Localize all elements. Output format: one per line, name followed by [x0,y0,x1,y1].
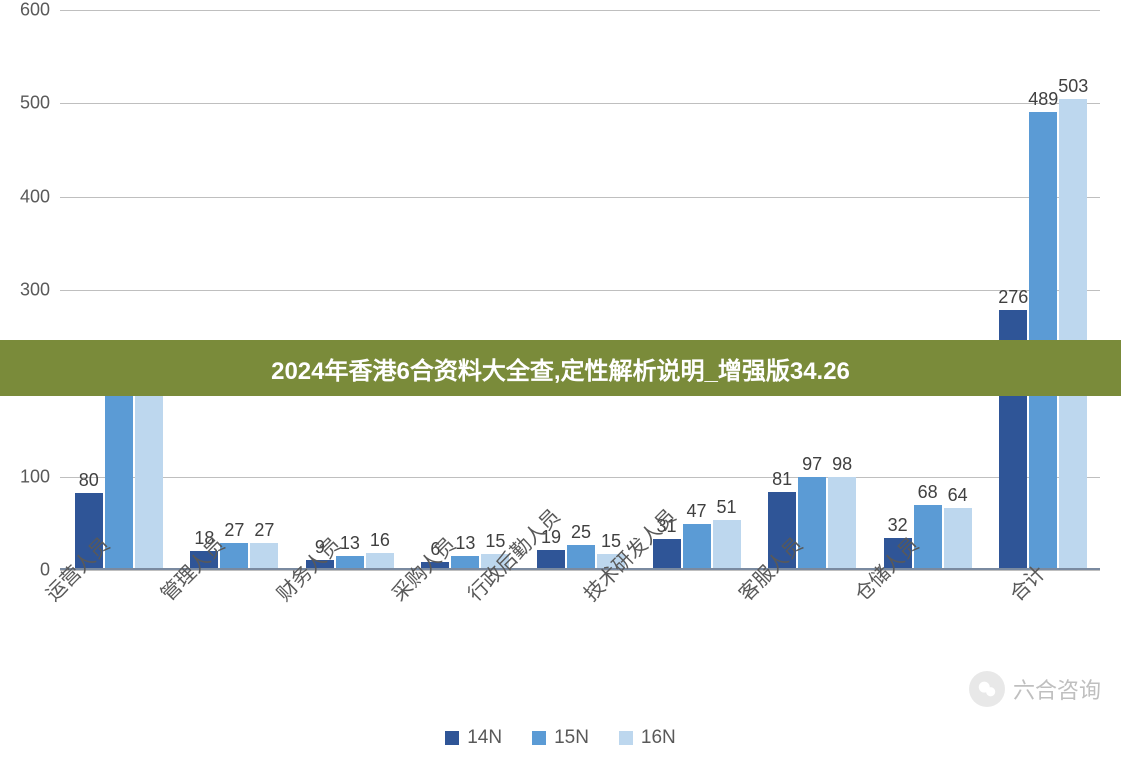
wechat-icon [969,671,1005,707]
watermark: 六合咨询 [969,671,1101,707]
legend-swatch [619,731,633,745]
bar: 199 [105,382,133,568]
y-tick-label: 100 [0,466,50,487]
legend-item: 15N [532,727,589,749]
bar-value-label: 276 [998,287,1028,308]
bar-value-label: 97 [802,454,822,475]
y-tick-label: 300 [0,280,50,301]
overlay-text: 2024年香港6合资料大全查,定性解析说明_增强版34.26 [271,351,850,386]
bar-value-label: 68 [918,482,938,503]
gridline [60,570,1100,571]
gridline [60,10,1100,11]
legend-swatch [532,731,546,745]
bar: 16 [366,553,394,568]
bar-value-label: 25 [571,522,591,543]
bar: 64 [944,508,972,568]
bar: 47 [683,524,711,568]
bar: 25 [567,545,595,568]
gridline [60,290,1100,291]
bar: 98 [828,477,856,568]
bar: 68 [914,505,942,568]
bar-value-label: 27 [254,520,274,541]
legend-item: 14N [445,727,502,749]
legend-swatch [445,731,459,745]
bar: 27 [250,543,278,568]
bar-value-label: 64 [948,485,968,506]
bar: 13 [451,556,479,568]
legend-label: 16N [641,727,676,749]
legend-label: 15N [554,727,589,749]
plot-area: 0100200300400500600801992171827279131661… [60,10,1100,570]
gridline [60,103,1100,104]
overlay-banner: 2024年香港6合资料大全查,定性解析说明_增强版34.26 [0,340,1121,396]
gridline [60,197,1100,198]
bar-value-label: 503 [1058,76,1088,97]
y-tick-label: 500 [0,93,50,114]
bar-value-label: 81 [772,469,792,490]
bar: 19 [537,550,565,568]
y-tick-label: 600 [0,0,50,21]
legend-item: 16N [619,727,676,749]
watermark-text: 六合咨询 [1013,673,1101,705]
y-tick-label: 400 [0,186,50,207]
bar-value-label: 27 [224,520,244,541]
bar-value-label: 489 [1028,89,1058,110]
chart-container: 0100200300400500600801992171827279131661… [60,10,1100,570]
bar-value-label: 80 [79,470,99,491]
bar-value-label: 98 [832,454,852,475]
bar: 13 [336,556,364,568]
gridline [60,477,1100,478]
bar: 503 [1059,99,1087,568]
y-tick-label: 0 [0,560,50,581]
bar-value-label: 51 [717,497,737,518]
legend: 14N 15N 16N [0,727,1121,749]
bar: 51 [713,520,741,568]
legend-label: 14N [467,727,502,749]
bar-value-label: 47 [687,501,707,522]
bar-group: 276489503 [998,99,1088,568]
bar-value-label: 16 [370,530,390,551]
